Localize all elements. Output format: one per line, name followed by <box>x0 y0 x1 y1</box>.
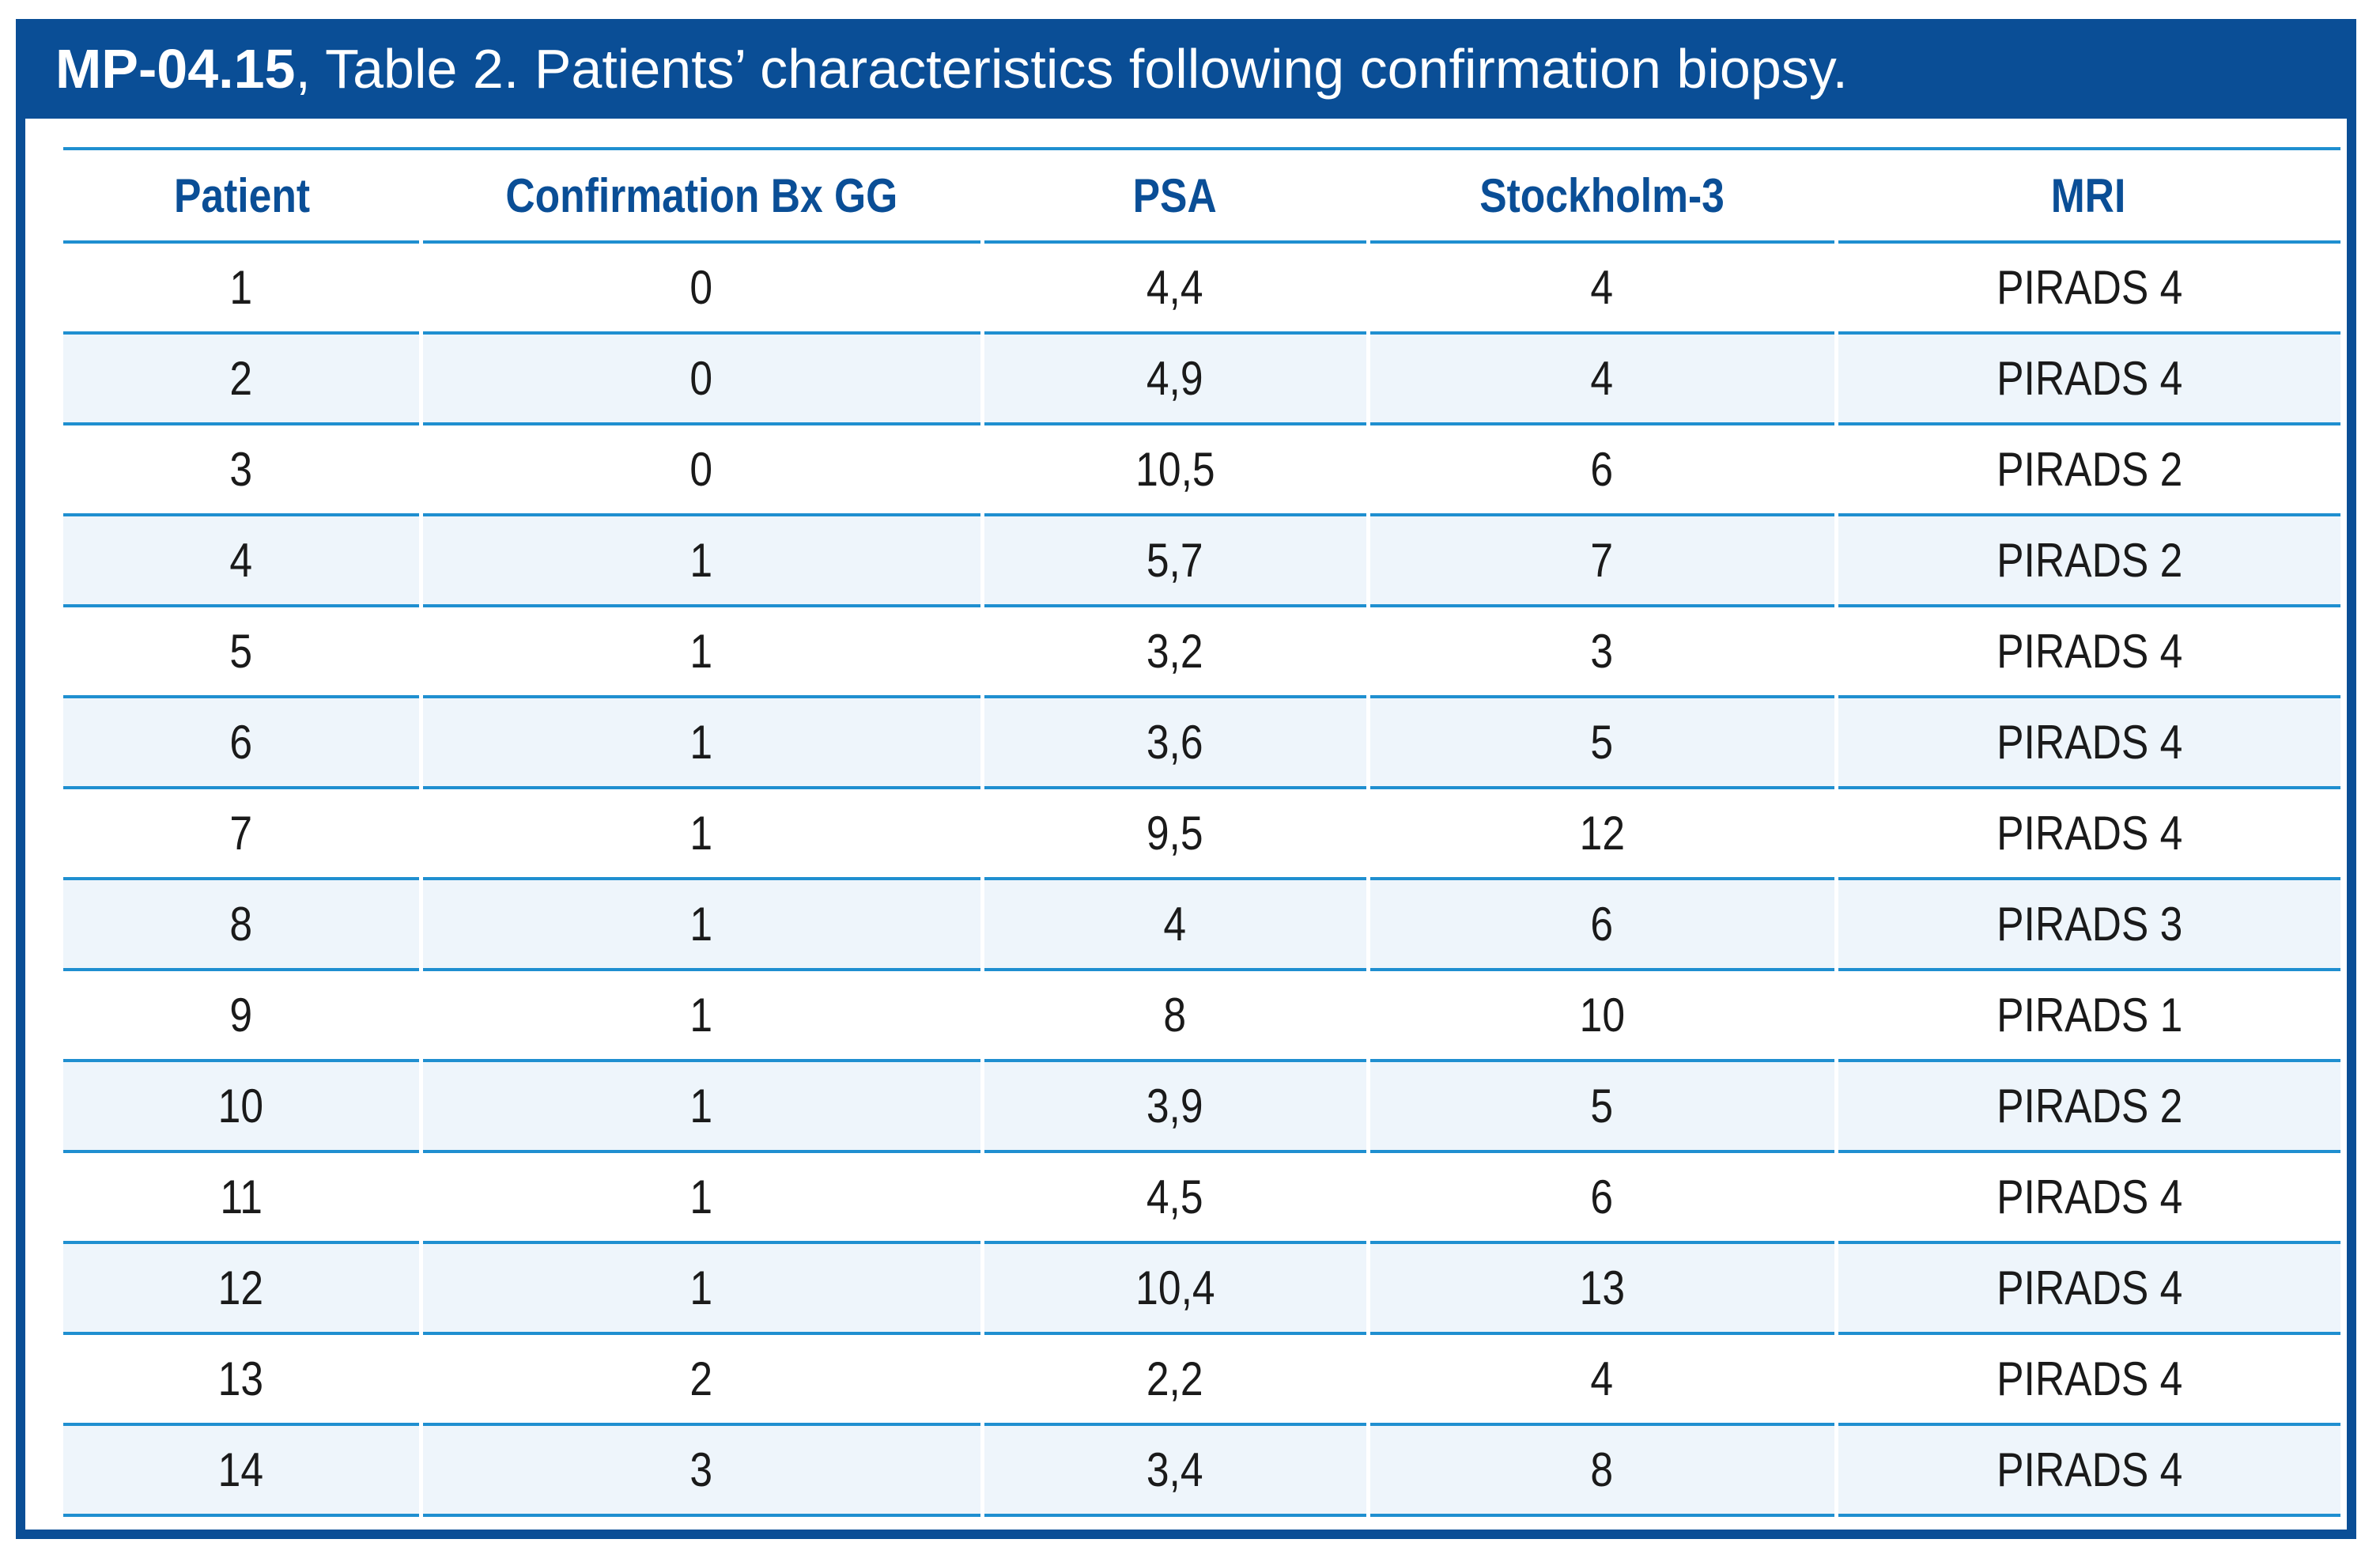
cell-confirmation-bx-gg: 1 <box>418 1242 982 1335</box>
cell-mri: PIRADS 3 <box>1834 879 2340 971</box>
table-row: 13 2 2,2 4 PIRADS 4 <box>63 1333 2340 1426</box>
column-header-patient: Patient <box>63 147 421 244</box>
cell-psa: 4,4 <box>980 242 1368 335</box>
table-row: 9 1 8 10 PIRADS 1 <box>63 970 2340 1062</box>
cell-mri: PIRADS 4 <box>1834 1242 2340 1335</box>
cell-mri: PIRADS 4 <box>1834 697 2340 789</box>
table-row: 12 1 10,4 13 PIRADS 4 <box>63 1242 2340 1335</box>
cell-confirmation-bx-gg: 1 <box>418 697 982 789</box>
cell-stockholm-3: 7 <box>1366 515 1836 607</box>
table-row: 11 1 4,5 6 PIRADS 4 <box>63 1151 2340 1244</box>
cell-stockholm-3: 3 <box>1366 606 1836 698</box>
cell-confirmation-bx-gg: 1 <box>418 606 982 698</box>
cell-mri: PIRADS 4 <box>1834 788 2340 880</box>
cell-patient: 10 <box>63 1061 421 1153</box>
cell-stockholm-3: 4 <box>1366 1333 1836 1426</box>
cell-stockholm-3: 4 <box>1366 242 1836 335</box>
cell-psa: 3,4 <box>980 1424 1368 1517</box>
cell-patient: 11 <box>63 1151 421 1244</box>
cell-mri: PIRADS 4 <box>1834 1151 2340 1244</box>
table-title-bar: MP-04.15, Table 2. Patients’ characteris… <box>25 19 2347 119</box>
table-row: 6 1 3,6 5 PIRADS 4 <box>63 697 2340 789</box>
table-row: 2 0 4,9 4 PIRADS 4 <box>63 333 2340 425</box>
abstract-code: MP-04.15 <box>55 38 296 100</box>
cell-confirmation-bx-gg: 0 <box>418 242 982 335</box>
cell-patient: 3 <box>63 424 421 516</box>
cell-stockholm-3: 8 <box>1366 1424 1836 1517</box>
cell-psa: 4,5 <box>980 1151 1368 1244</box>
column-header-mri: MRI <box>1836 147 2340 244</box>
table-row: 10 1 3,9 5 PIRADS 2 <box>63 1061 2340 1153</box>
table-row: 3 0 10,5 6 PIRADS 2 <box>63 424 2340 516</box>
cell-confirmation-bx-gg: 1 <box>418 1151 982 1244</box>
table-row: 8 1 4 6 PIRADS 3 <box>63 879 2340 971</box>
cell-patient: 5 <box>63 606 421 698</box>
cell-stockholm-3: 13 <box>1366 1242 1836 1335</box>
cell-mri: PIRADS 4 <box>1834 1424 2340 1517</box>
cell-patient: 12 <box>63 1242 421 1335</box>
cell-mri: PIRADS 4 <box>1834 1333 2340 1426</box>
cell-patient: 14 <box>63 1424 421 1517</box>
cell-psa: 4,9 <box>980 333 1368 425</box>
cell-psa: 4 <box>980 879 1368 971</box>
cell-mri: PIRADS 2 <box>1834 515 2340 607</box>
cell-psa: 8 <box>980 970 1368 1062</box>
cell-confirmation-bx-gg: 2 <box>418 1333 982 1426</box>
cell-stockholm-3: 4 <box>1366 333 1836 425</box>
cell-patient: 4 <box>63 515 421 607</box>
cell-mri: PIRADS 4 <box>1834 242 2340 335</box>
cell-psa: 3,6 <box>980 697 1368 789</box>
cell-psa: 3,9 <box>980 1061 1368 1153</box>
cell-stockholm-3: 6 <box>1366 1151 1836 1244</box>
table-row: 14 3 3,4 8 PIRADS 4 <box>63 1424 2340 1517</box>
cell-psa: 10,5 <box>980 424 1368 516</box>
cell-psa: 10,4 <box>980 1242 1368 1335</box>
cell-stockholm-3: 6 <box>1366 424 1836 516</box>
cell-patient: 8 <box>63 879 421 971</box>
cell-confirmation-bx-gg: 0 <box>418 333 982 425</box>
cell-mri: PIRADS 4 <box>1834 333 2340 425</box>
table-row: 4 1 5,7 7 PIRADS 2 <box>63 515 2340 607</box>
cell-confirmation-bx-gg: 1 <box>418 515 982 607</box>
table-row: 7 1 9,5 12 PIRADS 4 <box>63 788 2340 880</box>
cell-confirmation-bx-gg: 1 <box>418 788 982 880</box>
column-header-stockholm-3: Stockholm-3 <box>1368 147 1836 244</box>
table-frame: MP-04.15, Table 2. Patients’ characteris… <box>16 19 2356 1539</box>
cell-confirmation-bx-gg: 0 <box>418 424 982 516</box>
cell-patient: 7 <box>63 788 421 880</box>
cell-stockholm-3: 6 <box>1366 879 1836 971</box>
cell-psa: 5,7 <box>980 515 1368 607</box>
patients-table: Patient Confirmation Bx GG PSA Stockholm… <box>63 147 2340 1517</box>
cell-patient: 9 <box>63 970 421 1062</box>
table-row: 1 0 4,4 4 PIRADS 4 <box>63 242 2340 335</box>
cell-stockholm-3: 5 <box>1366 697 1836 789</box>
cell-patient: 2 <box>63 333 421 425</box>
cell-stockholm-3: 12 <box>1366 788 1836 880</box>
cell-confirmation-bx-gg: 3 <box>418 1424 982 1517</box>
cell-psa: 9,5 <box>980 788 1368 880</box>
table-row: 5 1 3,2 3 PIRADS 4 <box>63 606 2340 698</box>
cell-psa: 2,2 <box>980 1333 1368 1426</box>
cell-confirmation-bx-gg: 1 <box>418 1061 982 1153</box>
cell-mri: PIRADS 4 <box>1834 606 2340 698</box>
cell-confirmation-bx-gg: 1 <box>418 879 982 971</box>
table-header-row: Patient Confirmation Bx GG PSA Stockholm… <box>63 147 2340 244</box>
table-caption: , Table 2. Patients’ characteristics fol… <box>295 38 1849 100</box>
column-header-psa: PSA <box>982 147 1368 244</box>
cell-mri: PIRADS 1 <box>1834 970 2340 1062</box>
cell-stockholm-3: 5 <box>1366 1061 1836 1153</box>
cell-mri: PIRADS 2 <box>1834 424 2340 516</box>
cell-patient: 13 <box>63 1333 421 1426</box>
column-header-confirmation-bx-gg: Confirmation Bx GG <box>421 147 982 244</box>
cell-mri: PIRADS 2 <box>1834 1061 2340 1153</box>
cell-patient: 1 <box>63 242 421 335</box>
cell-patient: 6 <box>63 697 421 789</box>
cell-confirmation-bx-gg: 1 <box>418 970 982 1062</box>
cell-stockholm-3: 10 <box>1366 970 1836 1062</box>
cell-psa: 3,2 <box>980 606 1368 698</box>
